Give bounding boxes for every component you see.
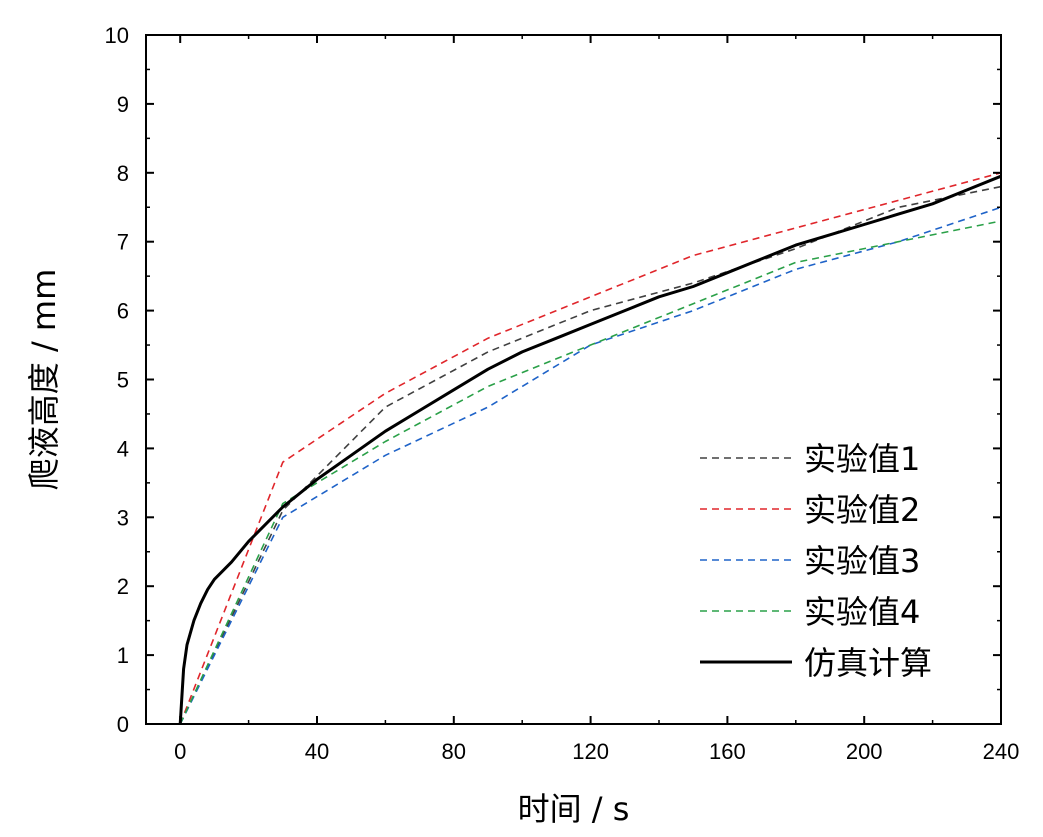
legend-label-1: 实验值1 bbox=[804, 440, 920, 478]
x-tick-label: 240 bbox=[983, 739, 1020, 764]
x-tick-label: 80 bbox=[442, 739, 466, 764]
y-tick-label: 6 bbox=[117, 299, 129, 324]
x-tick-label: 40 bbox=[305, 739, 329, 764]
legend: 实验值1 实验值2 实验值3 实验值4 仿真计算 bbox=[700, 440, 932, 682]
y-axis-title: 爬液高度 / mm bbox=[25, 269, 63, 490]
legend-label-2: 实验值2 bbox=[804, 491, 920, 529]
y-tick-label: 5 bbox=[117, 368, 129, 393]
y-tick-label: 3 bbox=[117, 505, 129, 530]
plot-marks bbox=[178, 172, 1002, 725]
y-tick-label: 2 bbox=[117, 574, 129, 599]
x-tick-label: 200 bbox=[846, 739, 883, 764]
series-line-4 bbox=[179, 220, 1002, 725]
y-tick-label: 7 bbox=[117, 230, 129, 255]
y-tick-label: 1 bbox=[117, 643, 129, 668]
x-tick-label: 120 bbox=[572, 739, 609, 764]
ticks: 0 40 80 120 160 200 240 0 1 2 3 4 5 6 7 8 9 10 bbox=[105, 23, 1020, 764]
legend-label-5: 仿真计算 bbox=[804, 644, 932, 682]
legend-label-3: 实验值3 bbox=[804, 542, 920, 580]
y-tick-label: 4 bbox=[117, 436, 129, 461]
x-axis-title: 时间 / s bbox=[518, 790, 630, 828]
y-tick-label: 10 bbox=[105, 23, 129, 48]
series-line-3 bbox=[179, 206, 1002, 725]
y-tick-label: 9 bbox=[117, 92, 129, 117]
series-line-5 bbox=[178, 174, 1002, 725]
y-tick-label: 0 bbox=[117, 712, 129, 737]
legend-label-4: 实验值4 bbox=[804, 593, 920, 631]
x-tick-label: 0 bbox=[174, 739, 186, 764]
y-tick-label: 8 bbox=[117, 161, 129, 186]
x-tick-label: 160 bbox=[709, 739, 746, 764]
